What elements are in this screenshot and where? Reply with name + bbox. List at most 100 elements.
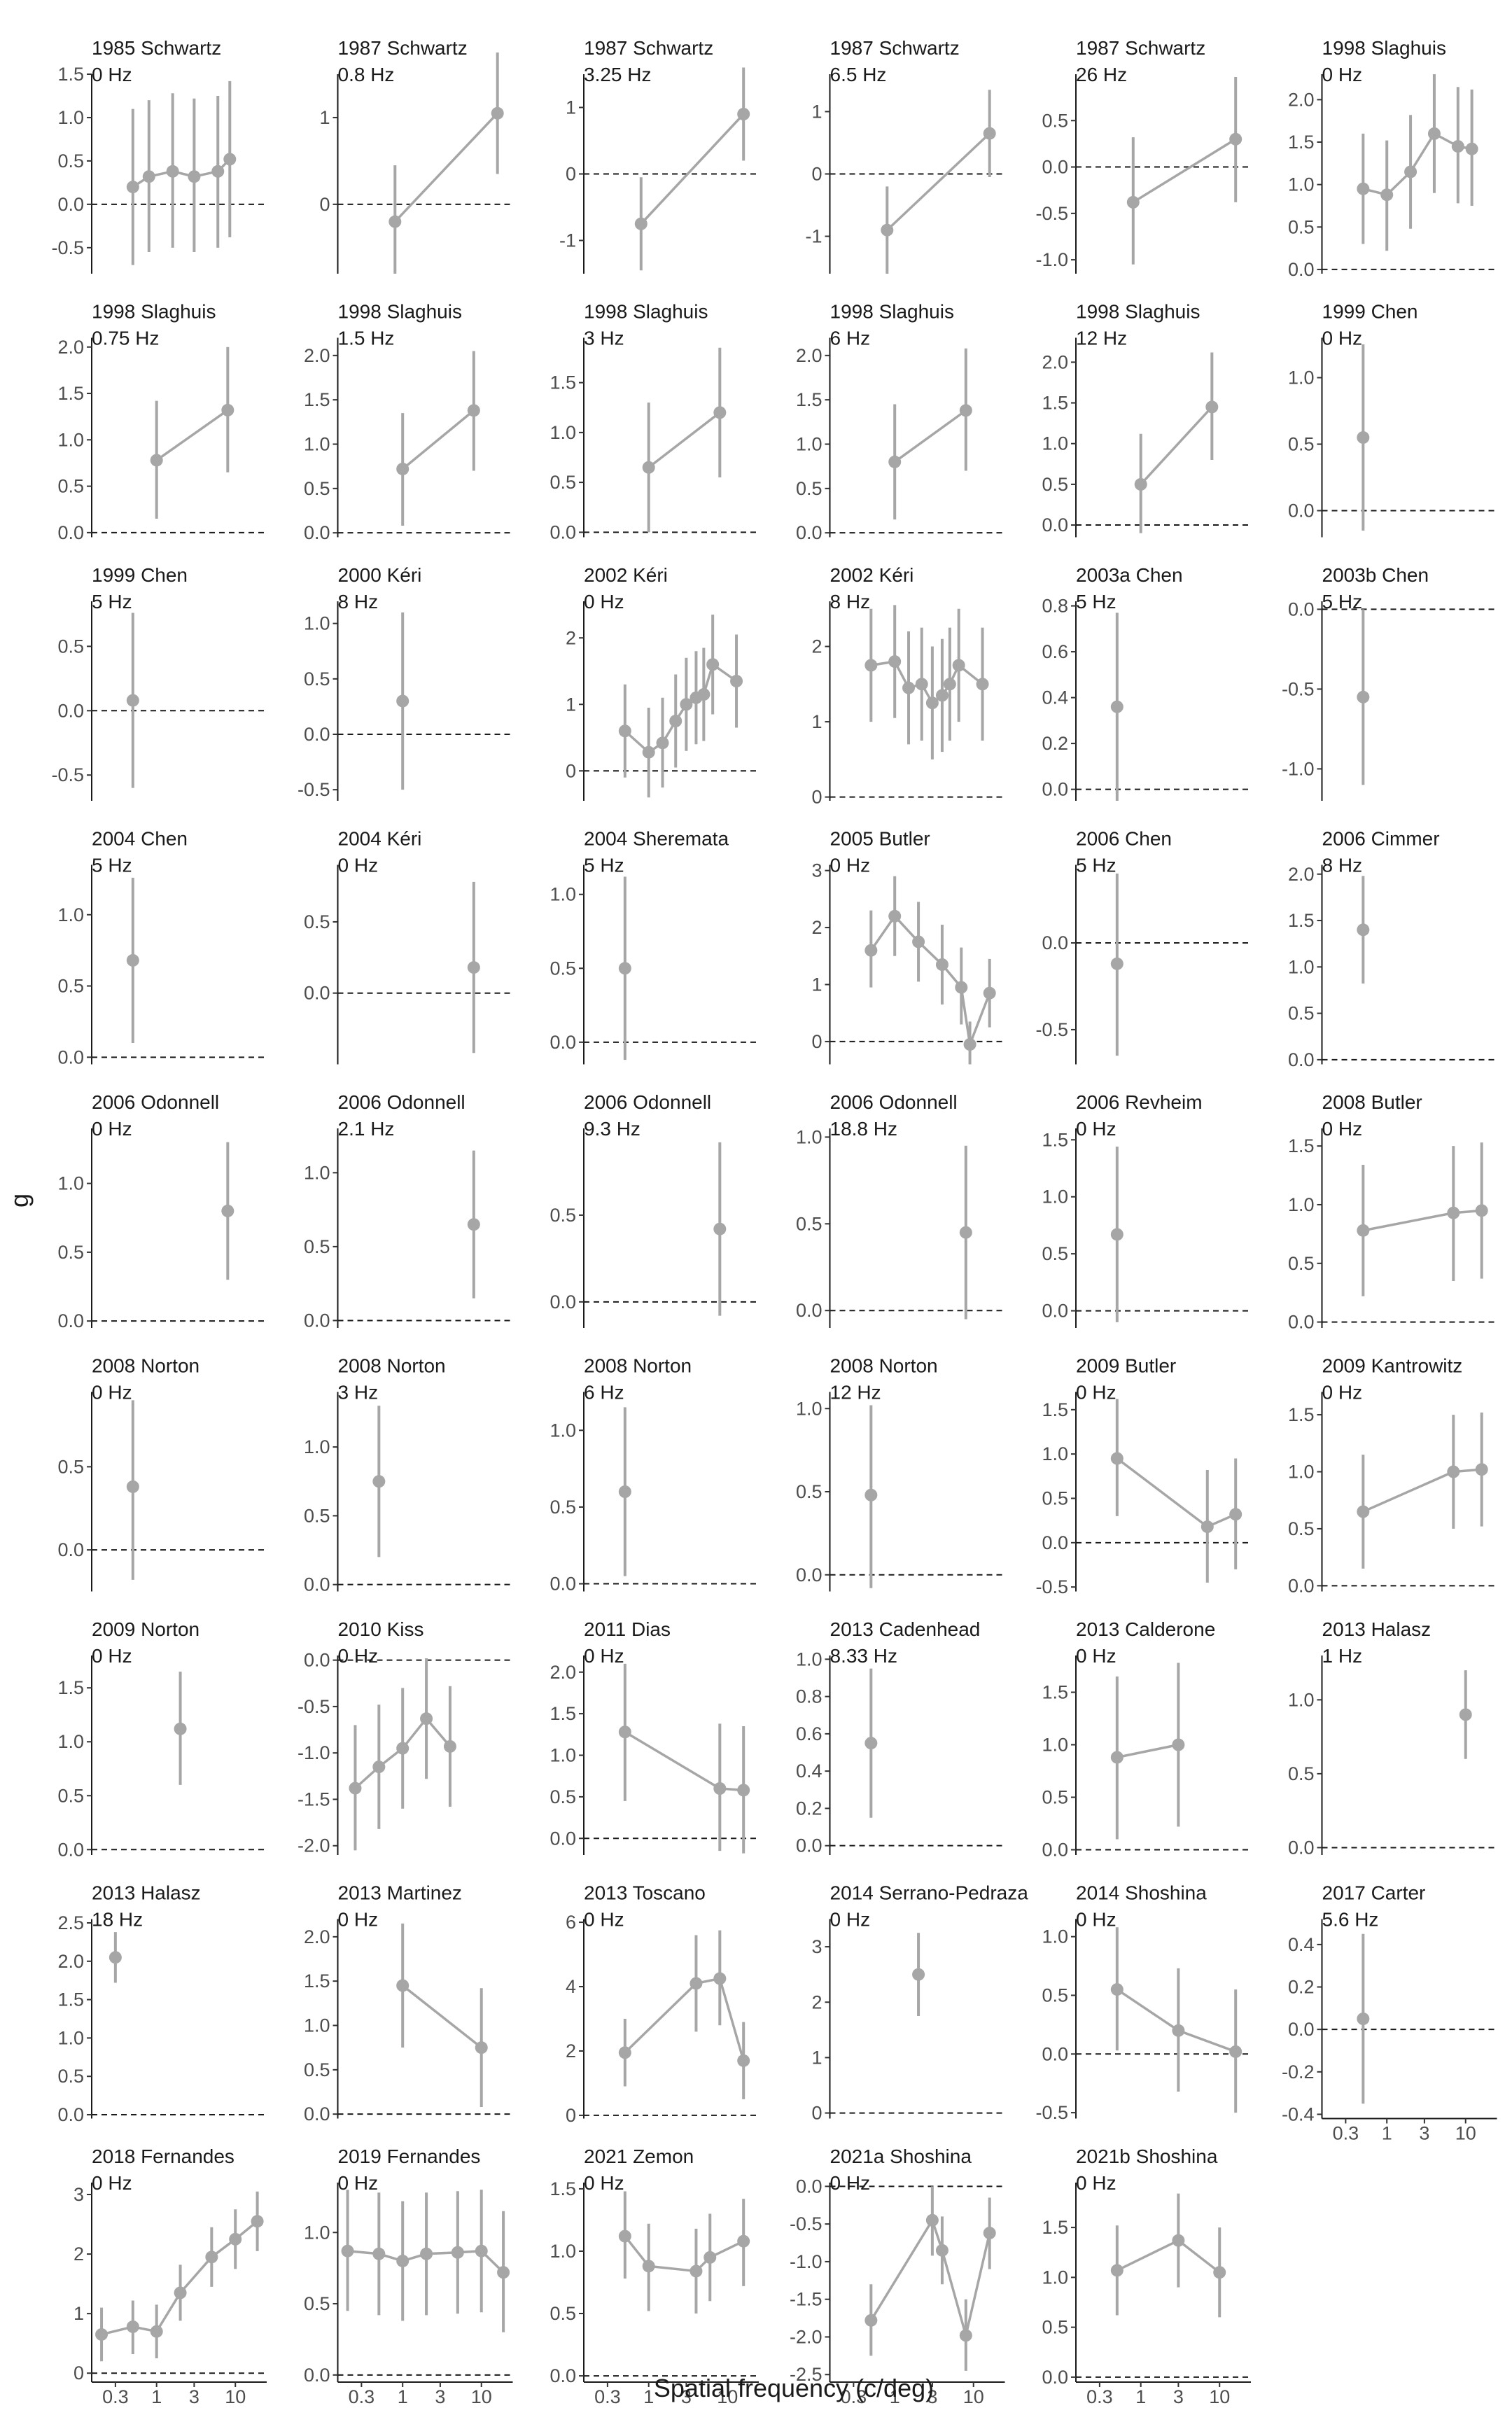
y-tick-label: 0.0	[1042, 1301, 1068, 1322]
panel-title: 2010 Kiss	[338, 1618, 424, 1640]
panel: 1999 Chen 5 Hz -0.5 0.0 0.5	[51, 564, 267, 801]
y-tick-label: 0.8	[796, 1686, 822, 1707]
panel: 1985 Schwartz 0 Hz -0.5 0.0 0.5 1.0 1.5	[51, 37, 267, 274]
series-line	[894, 409, 967, 463]
y-tick-label: 0.5	[796, 478, 822, 499]
y-tick-label: 0.5	[57, 476, 84, 497]
y-tick-label: -0.5	[790, 2213, 822, 2234]
data-point	[372, 1760, 386, 1774]
x-tick-label: 1	[1382, 2123, 1392, 2144]
y-tick-label: 0.4	[1288, 1934, 1315, 1955]
y-tick-label: 0.0	[1288, 1575, 1315, 1596]
y-tick-label: 1.0	[796, 434, 822, 455]
panel-title: 2008 Norton	[584, 1355, 692, 1377]
panel: 2003a Chen 5 Hz 0.0 0.2 0.4 0.6 0.8	[1042, 564, 1251, 801]
panel-frequency: 8 Hz	[338, 591, 379, 612]
panel-title: 1987 Schwartz	[584, 37, 713, 59]
x-tick-label: 1	[890, 2386, 900, 2407]
panel-title: 2011 Dias	[584, 1618, 671, 1640]
data-point	[372, 2247, 386, 2260]
data-point	[1357, 923, 1370, 937]
y-tick-label: 0.0	[796, 522, 822, 543]
y-tick-label: 0.5	[57, 1785, 84, 1806]
data-point	[983, 986, 996, 1000]
panel-frequency: 2.1 Hz	[338, 1118, 395, 1140]
panel: 2013 Calderone 0 Hz 0.0 0.5 1.0 1.5	[1042, 1618, 1251, 1861]
y-tick-label: 0.0	[57, 522, 84, 543]
panel-title: 2006 Revheim	[1076, 1091, 1203, 1113]
panel-frequency: 0 Hz	[1076, 1645, 1116, 1667]
y-tick-label: 2.0	[550, 1662, 576, 1683]
panel: 2021 Zemon 0 Hz 0.0 0.5 1.0 1.5 0.3 1 3 10	[550, 2146, 759, 2407]
data-point	[976, 678, 989, 691]
panel-title: 2004 Sheremata	[584, 828, 729, 850]
panel-title: 2021a Shoshina	[830, 2146, 972, 2167]
y-tick-label: 1.0	[796, 1648, 822, 1670]
y-tick-label: 1.0	[57, 429, 84, 450]
data-point	[1229, 2045, 1242, 2058]
y-tick-label: 1.0	[1288, 956, 1315, 977]
y-tick-label: 0.8	[1042, 596, 1068, 617]
data-point	[935, 689, 948, 702]
data-point	[1172, 2234, 1185, 2247]
data-point	[443, 1740, 456, 1753]
y-tick-label: 0.0	[796, 1300, 822, 1321]
y-tick-label: 0.5	[57, 636, 84, 657]
y-tick-label: -0.4	[1282, 2104, 1315, 2124]
y-tick-label: 1.0	[304, 2015, 330, 2036]
panel: 2013 Toscano 0 Hz 0 2 4 6	[566, 1882, 759, 2126]
x-tick-label: 0.3	[841, 2386, 867, 2407]
panel-frequency: 0 Hz	[1322, 64, 1363, 85]
x-tick-label: 3	[681, 2386, 692, 2407]
panel: 2004 Kéri 0 Hz 0.0 0.5	[304, 828, 513, 1065]
data-point	[126, 181, 139, 194]
data-point	[642, 746, 655, 759]
panel-title: 2008 Butler	[1322, 1091, 1422, 1113]
panel: 1998 Slaghuis 0.75 Hz 0.0 0.5 1.0 1.5 2.0	[57, 301, 267, 543]
panel-frequency: 5.6 Hz	[1322, 1909, 1379, 1931]
data-point	[1205, 400, 1219, 414]
panel: 2002 Kéri 8 Hz 0 1 2	[811, 564, 1005, 808]
panel-frequency: 1 Hz	[1322, 1645, 1363, 1667]
series-line	[869, 2217, 991, 2336]
data-point	[1110, 1983, 1124, 1996]
x-tick-label: 3	[1419, 2123, 1429, 2144]
panel: 2009 Butler 0 Hz -0.5 0.0 0.5 1.0 1.5	[1035, 1355, 1251, 1597]
data-point	[618, 2046, 631, 2059]
y-tick-label: 1.5	[1288, 1404, 1315, 1425]
x-tick-label: 1	[398, 2386, 408, 2407]
y-tick-label: 0.2	[796, 1798, 822, 1819]
y-tick-label: 1.0	[57, 1731, 84, 1752]
panel-title: 2013 Calderone	[1076, 1618, 1215, 1640]
y-tick-label: 0.4	[796, 1760, 822, 1782]
y-tick-label: -2.0	[298, 1835, 330, 1856]
data-point	[451, 2246, 464, 2259]
y-tick-label: 2.5	[57, 1912, 84, 1933]
y-tick-label: 1.5	[57, 64, 84, 85]
y-tick-label: -1.0	[1035, 249, 1068, 270]
y-tick-label: 0.0	[57, 1839, 84, 1860]
data-point	[618, 724, 631, 738]
series-line	[648, 411, 721, 469]
panel: 2006 Odonnell 0 Hz 0.0 0.5 1.0	[57, 1091, 267, 1331]
y-tick-label: 0.0	[304, 2104, 330, 2124]
panel-title: 2009 Kantrowitz	[1322, 1355, 1463, 1377]
series-line	[1362, 1468, 1482, 1513]
y-tick-label: 2.0	[1288, 864, 1315, 885]
y-tick-label: 0.5	[1042, 474, 1068, 495]
panel-title: 2013 Martinez	[338, 1882, 462, 1904]
panel-title: 1998 Slaghuis	[584, 301, 708, 323]
y-tick-label: 1	[566, 694, 576, 715]
series-line	[1116, 1743, 1179, 1759]
panel: 2013 Martinez 0 Hz 0.0 0.5 1.0 1.5 2.0	[304, 1882, 513, 2124]
data-point	[188, 170, 201, 183]
y-tick-label: -0.5	[1035, 203, 1068, 224]
y-tick-label: 0.0	[1042, 1532, 1068, 1553]
panel-frequency: 0 Hz	[584, 1909, 624, 1931]
data-point	[656, 736, 669, 750]
x-tick-label: 1	[643, 2386, 654, 2407]
data-point	[1475, 1463, 1488, 1476]
series-line	[155, 409, 229, 461]
data-point	[1447, 1206, 1460, 1219]
panel-title: 1987 Schwartz	[1076, 37, 1205, 59]
